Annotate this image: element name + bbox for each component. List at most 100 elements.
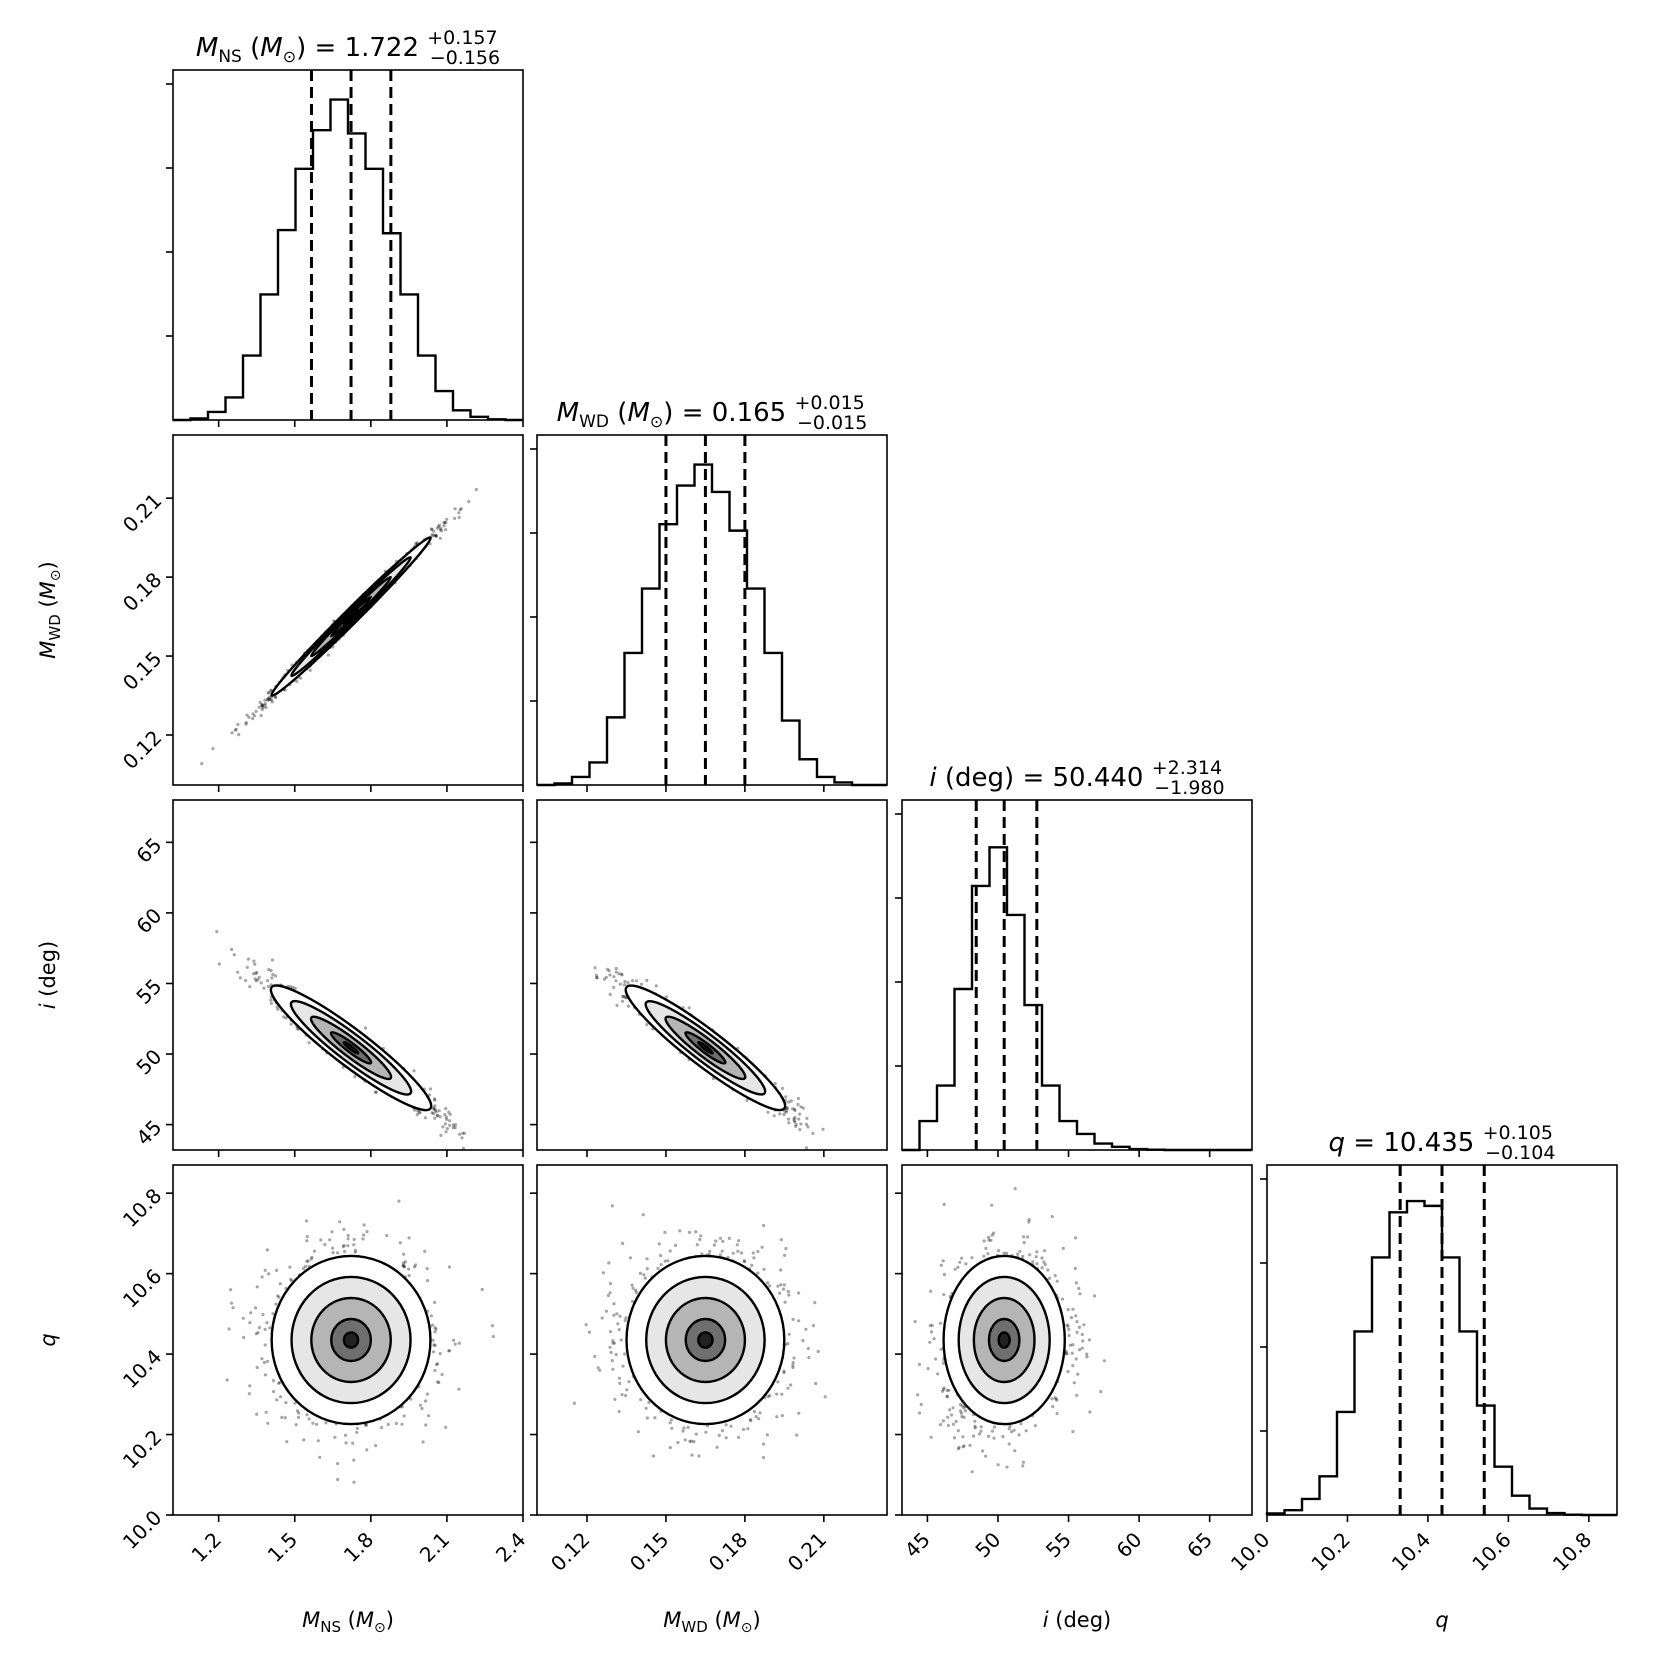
sample-point <box>270 700 274 704</box>
sample-point <box>267 697 271 702</box>
sample-point <box>268 695 272 699</box>
sample-point <box>306 1259 310 1263</box>
sample-point <box>326 653 330 657</box>
sample-point <box>380 1425 384 1430</box>
sample-point <box>304 1219 309 1223</box>
sample-point <box>338 1220 342 1224</box>
sample-point <box>271 973 275 977</box>
sample-point <box>797 1117 801 1121</box>
sample-point <box>217 962 221 966</box>
sample-point <box>431 1112 435 1116</box>
sample-point <box>614 970 618 974</box>
sample-point <box>801 1106 805 1110</box>
sample-point <box>248 985 252 989</box>
sample-point <box>263 1373 267 1377</box>
sample-point <box>267 1272 271 1276</box>
sample-point <box>432 1107 436 1111</box>
sample-point <box>270 958 274 962</box>
sample-point <box>414 541 418 546</box>
sample-point <box>431 533 435 538</box>
panel-frame <box>536 799 888 1151</box>
sample-point <box>626 1004 631 1008</box>
sample-point <box>623 979 627 984</box>
sample-point <box>444 1115 448 1119</box>
sample-point <box>374 1090 378 1094</box>
sample-point <box>433 1107 437 1111</box>
sample-point <box>274 1302 278 1306</box>
sample-point <box>307 1041 311 1045</box>
sample-point <box>386 1422 390 1426</box>
sample-point <box>343 1249 347 1254</box>
sample-point <box>873 1179 876 1182</box>
sample-point <box>444 520 448 525</box>
sample-point <box>772 1114 776 1118</box>
sample-point <box>253 962 257 966</box>
sample-point <box>623 994 627 999</box>
sample-point <box>263 698 267 702</box>
sample-point <box>230 1301 234 1305</box>
sample-point <box>230 947 234 952</box>
sample-point <box>254 979 258 983</box>
sample-point <box>481 1151 484 1154</box>
sample-point <box>608 973 612 977</box>
sample-point <box>429 527 433 531</box>
sample-point <box>244 721 248 725</box>
sample-point <box>784 1095 788 1099</box>
sample-point <box>263 703 267 707</box>
sample-point <box>445 517 449 521</box>
sample-point <box>620 999 625 1003</box>
sample-point <box>787 1121 791 1125</box>
sample-point <box>444 1130 448 1134</box>
sample-point <box>459 507 463 511</box>
sample-point <box>441 1125 445 1129</box>
sample-point <box>353 1075 357 1079</box>
sample-point <box>622 983 627 987</box>
sample-point <box>248 1384 252 1388</box>
sample-point <box>362 1233 366 1237</box>
sample-point <box>255 1412 259 1416</box>
histogram-mns <box>166 69 524 427</box>
sample-point <box>434 1110 438 1114</box>
sample-point <box>262 1360 266 1365</box>
sample-point <box>784 1110 788 1114</box>
sample-point <box>448 1119 452 1123</box>
sample-point <box>230 731 234 735</box>
sample-point <box>490 1324 495 1328</box>
sample-point <box>617 972 621 976</box>
sample-point <box>436 1380 440 1384</box>
sample-point <box>352 1480 356 1484</box>
sample-point <box>436 1113 440 1117</box>
sample-point <box>796 1102 800 1107</box>
sample-point <box>621 995 625 999</box>
histogram-step-q <box>1265 1199 1617 1517</box>
histogram-step-inc <box>902 846 1252 1152</box>
sample-point <box>793 1108 797 1113</box>
sample-point <box>433 1097 437 1101</box>
sample-point <box>263 702 267 706</box>
sample-point <box>427 1093 432 1097</box>
sample-point <box>458 1132 462 1136</box>
sample-point <box>745 1098 749 1102</box>
title-text-mwd: MWD (M⊙) = 0.165 +0.015 −0.015 <box>557 392 868 434</box>
sample-point <box>789 1099 793 1103</box>
sample-point <box>288 985 293 989</box>
sample-point <box>260 1357 264 1361</box>
sample-point <box>251 712 255 716</box>
sample-point <box>773 1081 777 1086</box>
sample-point <box>798 1112 802 1116</box>
sample-point <box>274 974 278 978</box>
title-mwd: MWD (M⊙) = 0.165 +0.015 −0.015 <box>557 392 868 434</box>
sample-point <box>451 1123 455 1127</box>
sample-point <box>427 1414 431 1418</box>
sample-point <box>269 998 273 1002</box>
sample-point <box>594 976 599 980</box>
sample-point <box>259 714 263 718</box>
sample-point <box>254 971 258 976</box>
sample-point <box>232 953 236 957</box>
scatter-mwd-inc <box>530 799 888 1182</box>
sample-point <box>431 1323 435 1327</box>
sample-point <box>796 1096 801 1101</box>
sample-point <box>264 1410 268 1414</box>
sample-point <box>252 972 256 976</box>
sample-point <box>342 1227 346 1231</box>
